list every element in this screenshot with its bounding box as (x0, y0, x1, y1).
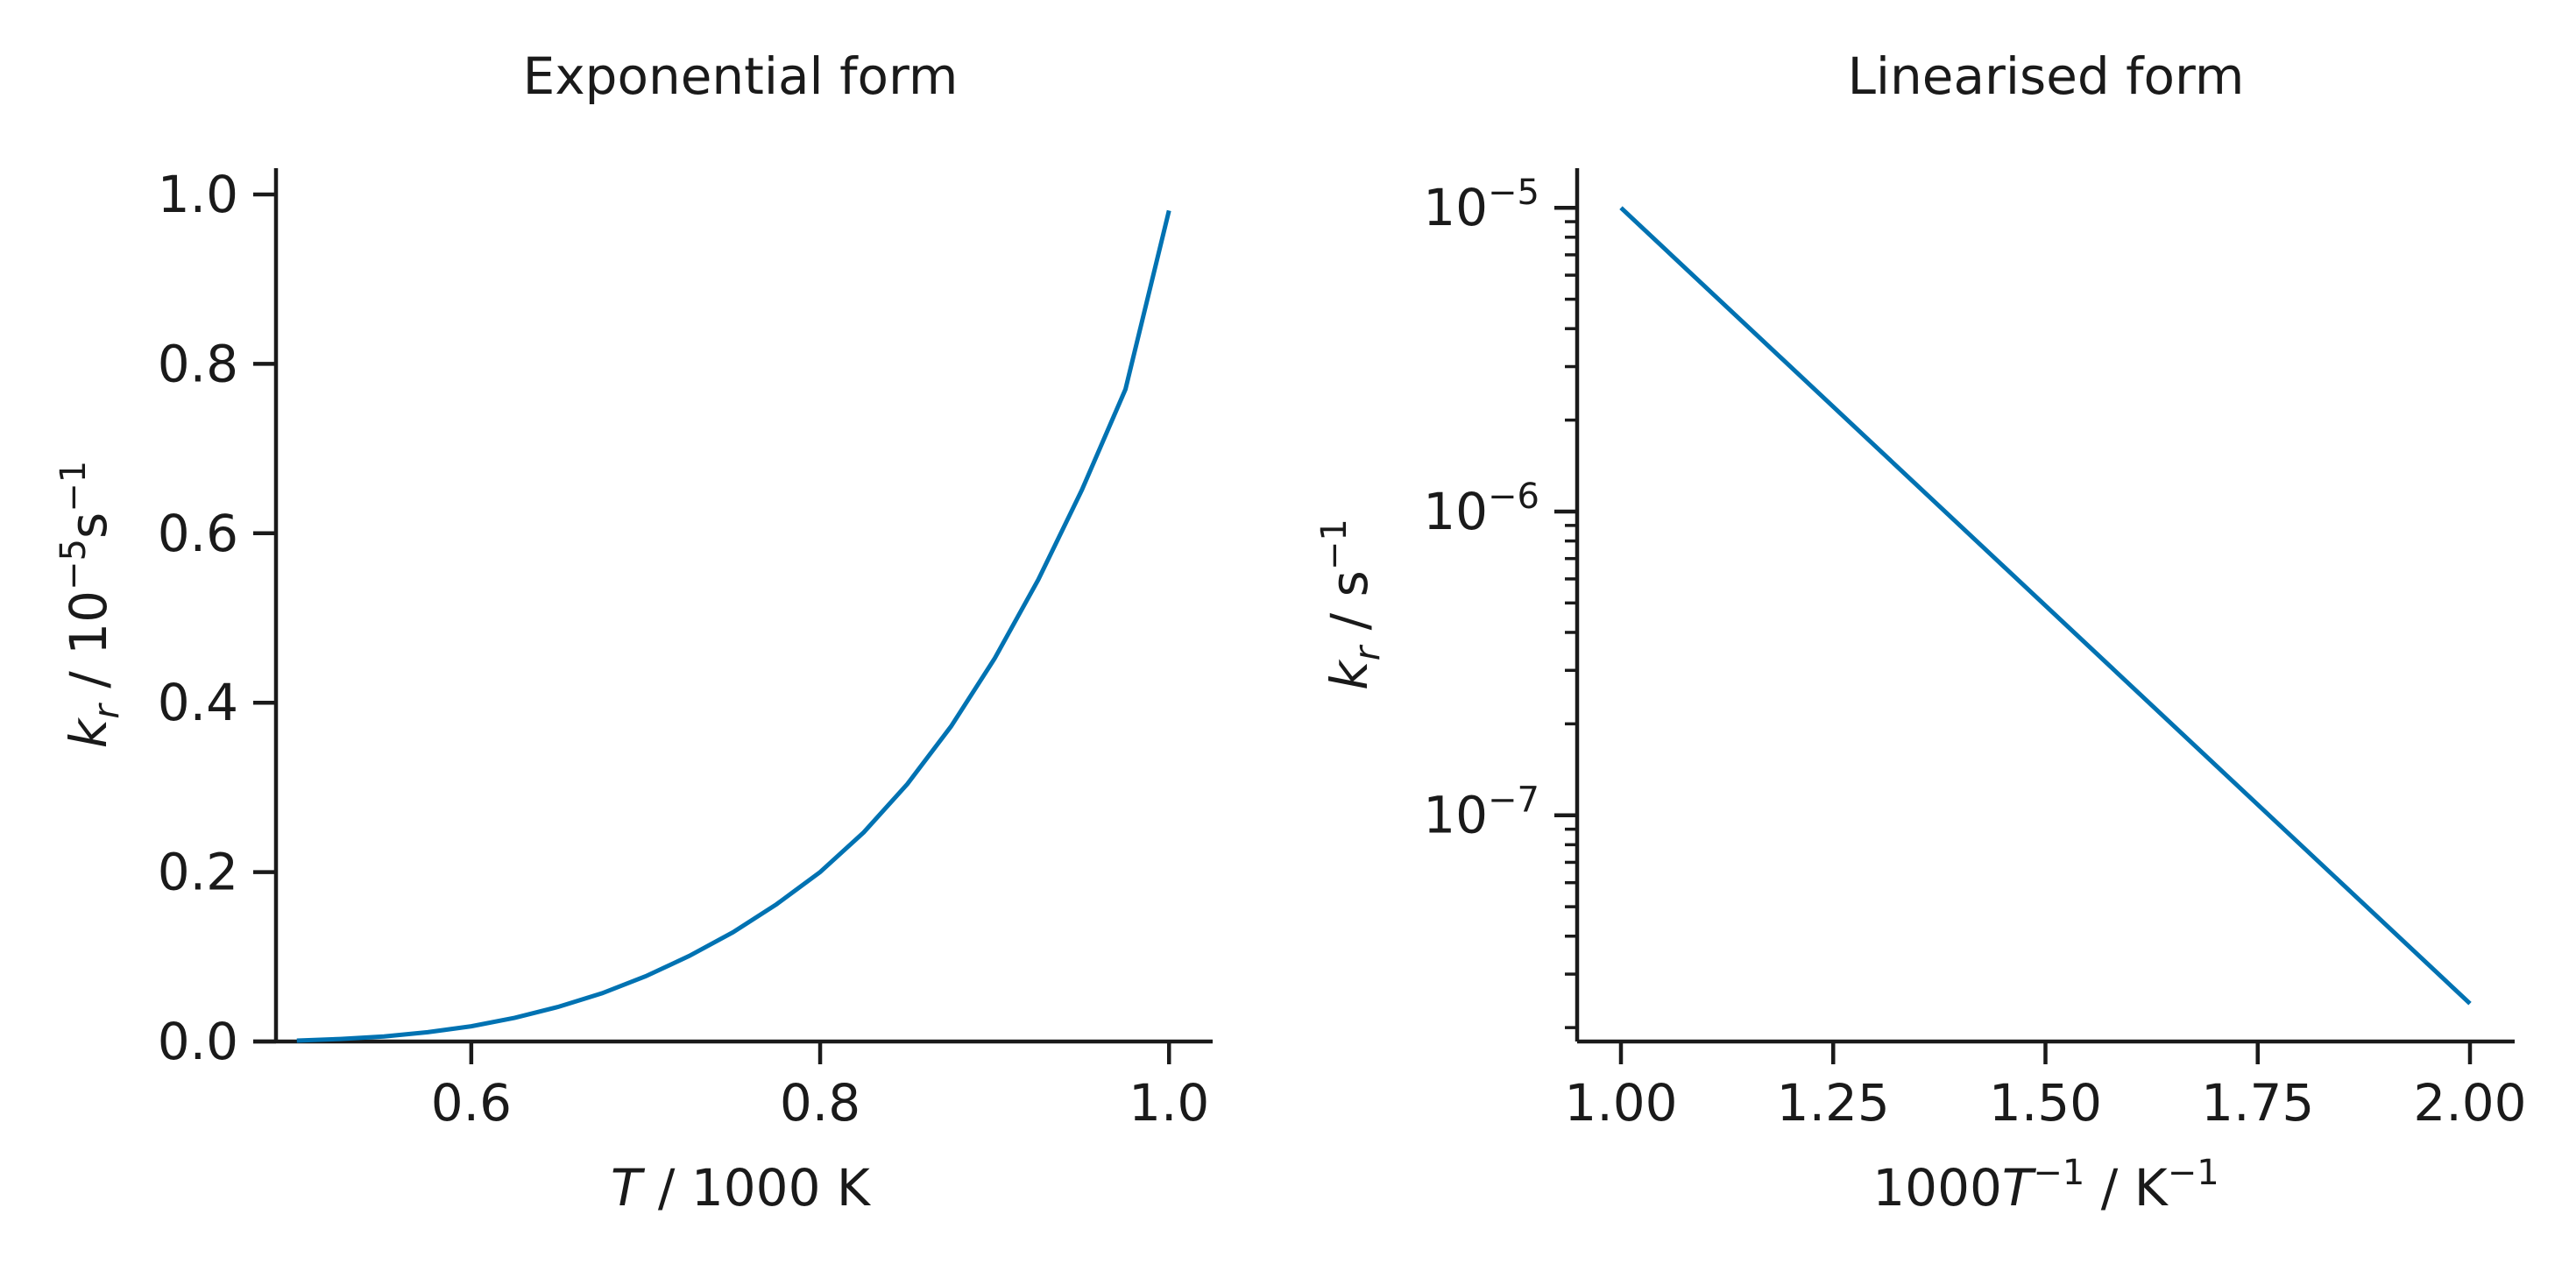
panel-linearised: Linearised form 10−7 10−6 10−5 1.00 1.25 1.5… (1314, 46, 2527, 1218)
chart-title-linearised: Linearised form (1848, 46, 2245, 106)
x-tick-label-linearised: 1.25 (1777, 1073, 1890, 1133)
x-tick-label-exponential: 0.6 (431, 1073, 512, 1133)
y-minor-ticks-linearised (1565, 220, 1577, 1029)
x-ticks-exponential: 0.6 0.8 1.0 (431, 1042, 1209, 1133)
x-tick-label-exponential: 0.8 (780, 1073, 860, 1133)
x-ticks-linearised: 1.00 1.25 1.50 1.75 2.00 (1564, 1042, 2527, 1133)
y-ticks-linearised: 10−7 10−6 10−5 (1423, 173, 1577, 845)
x-tick-label-exponential: 1.0 (1129, 1073, 1209, 1133)
y-tick-label-linearised: 10−6 (1423, 477, 1539, 541)
y-ticks-exponential: 0.0 0.2 0.4 0.6 0.8 1.0 (158, 165, 276, 1071)
series-line-linearised (1619, 206, 2472, 1006)
x-axis-label-linearised: 1000T−1 / K−1 (1872, 1153, 2219, 1218)
y-tick-label-exponential: 0.6 (158, 504, 238, 563)
x-tick-label-linearised: 2.00 (2413, 1073, 2526, 1133)
x-tick-label-linearised: 1.75 (2201, 1073, 2314, 1133)
y-tick-label-exponential: 0.8 (158, 334, 238, 393)
y-axis-label-exponential: kr / 10−5s−1 (53, 461, 127, 748)
y-tick-label-linearised: 10−5 (1423, 173, 1539, 237)
chart-title-exponential: Exponential form (523, 46, 959, 106)
y-tick-label-linearised: 10−7 (1423, 780, 1539, 845)
panel-exponential: Exponential form 0.00.20.40.60.81.0 0.6 0… (53, 46, 1213, 1218)
x-tick-label-linearised: 1.00 (1564, 1073, 1677, 1133)
x-axis-label-exponential: T / 1000 K (611, 1158, 872, 1218)
series-line-exponential (296, 209, 1171, 1043)
y-tick-label-exponential: 1.0 (158, 165, 238, 224)
y-tick-label-exponential: 0.4 (158, 673, 238, 732)
y-tick-label-exponential: 0.2 (158, 843, 238, 902)
x-tick-label-linearised: 1.50 (1989, 1073, 2102, 1133)
y-axis-label-linearised: kr / s−1 (1314, 519, 1388, 690)
y-tick-label-exponential: 0.0 (158, 1012, 238, 1071)
